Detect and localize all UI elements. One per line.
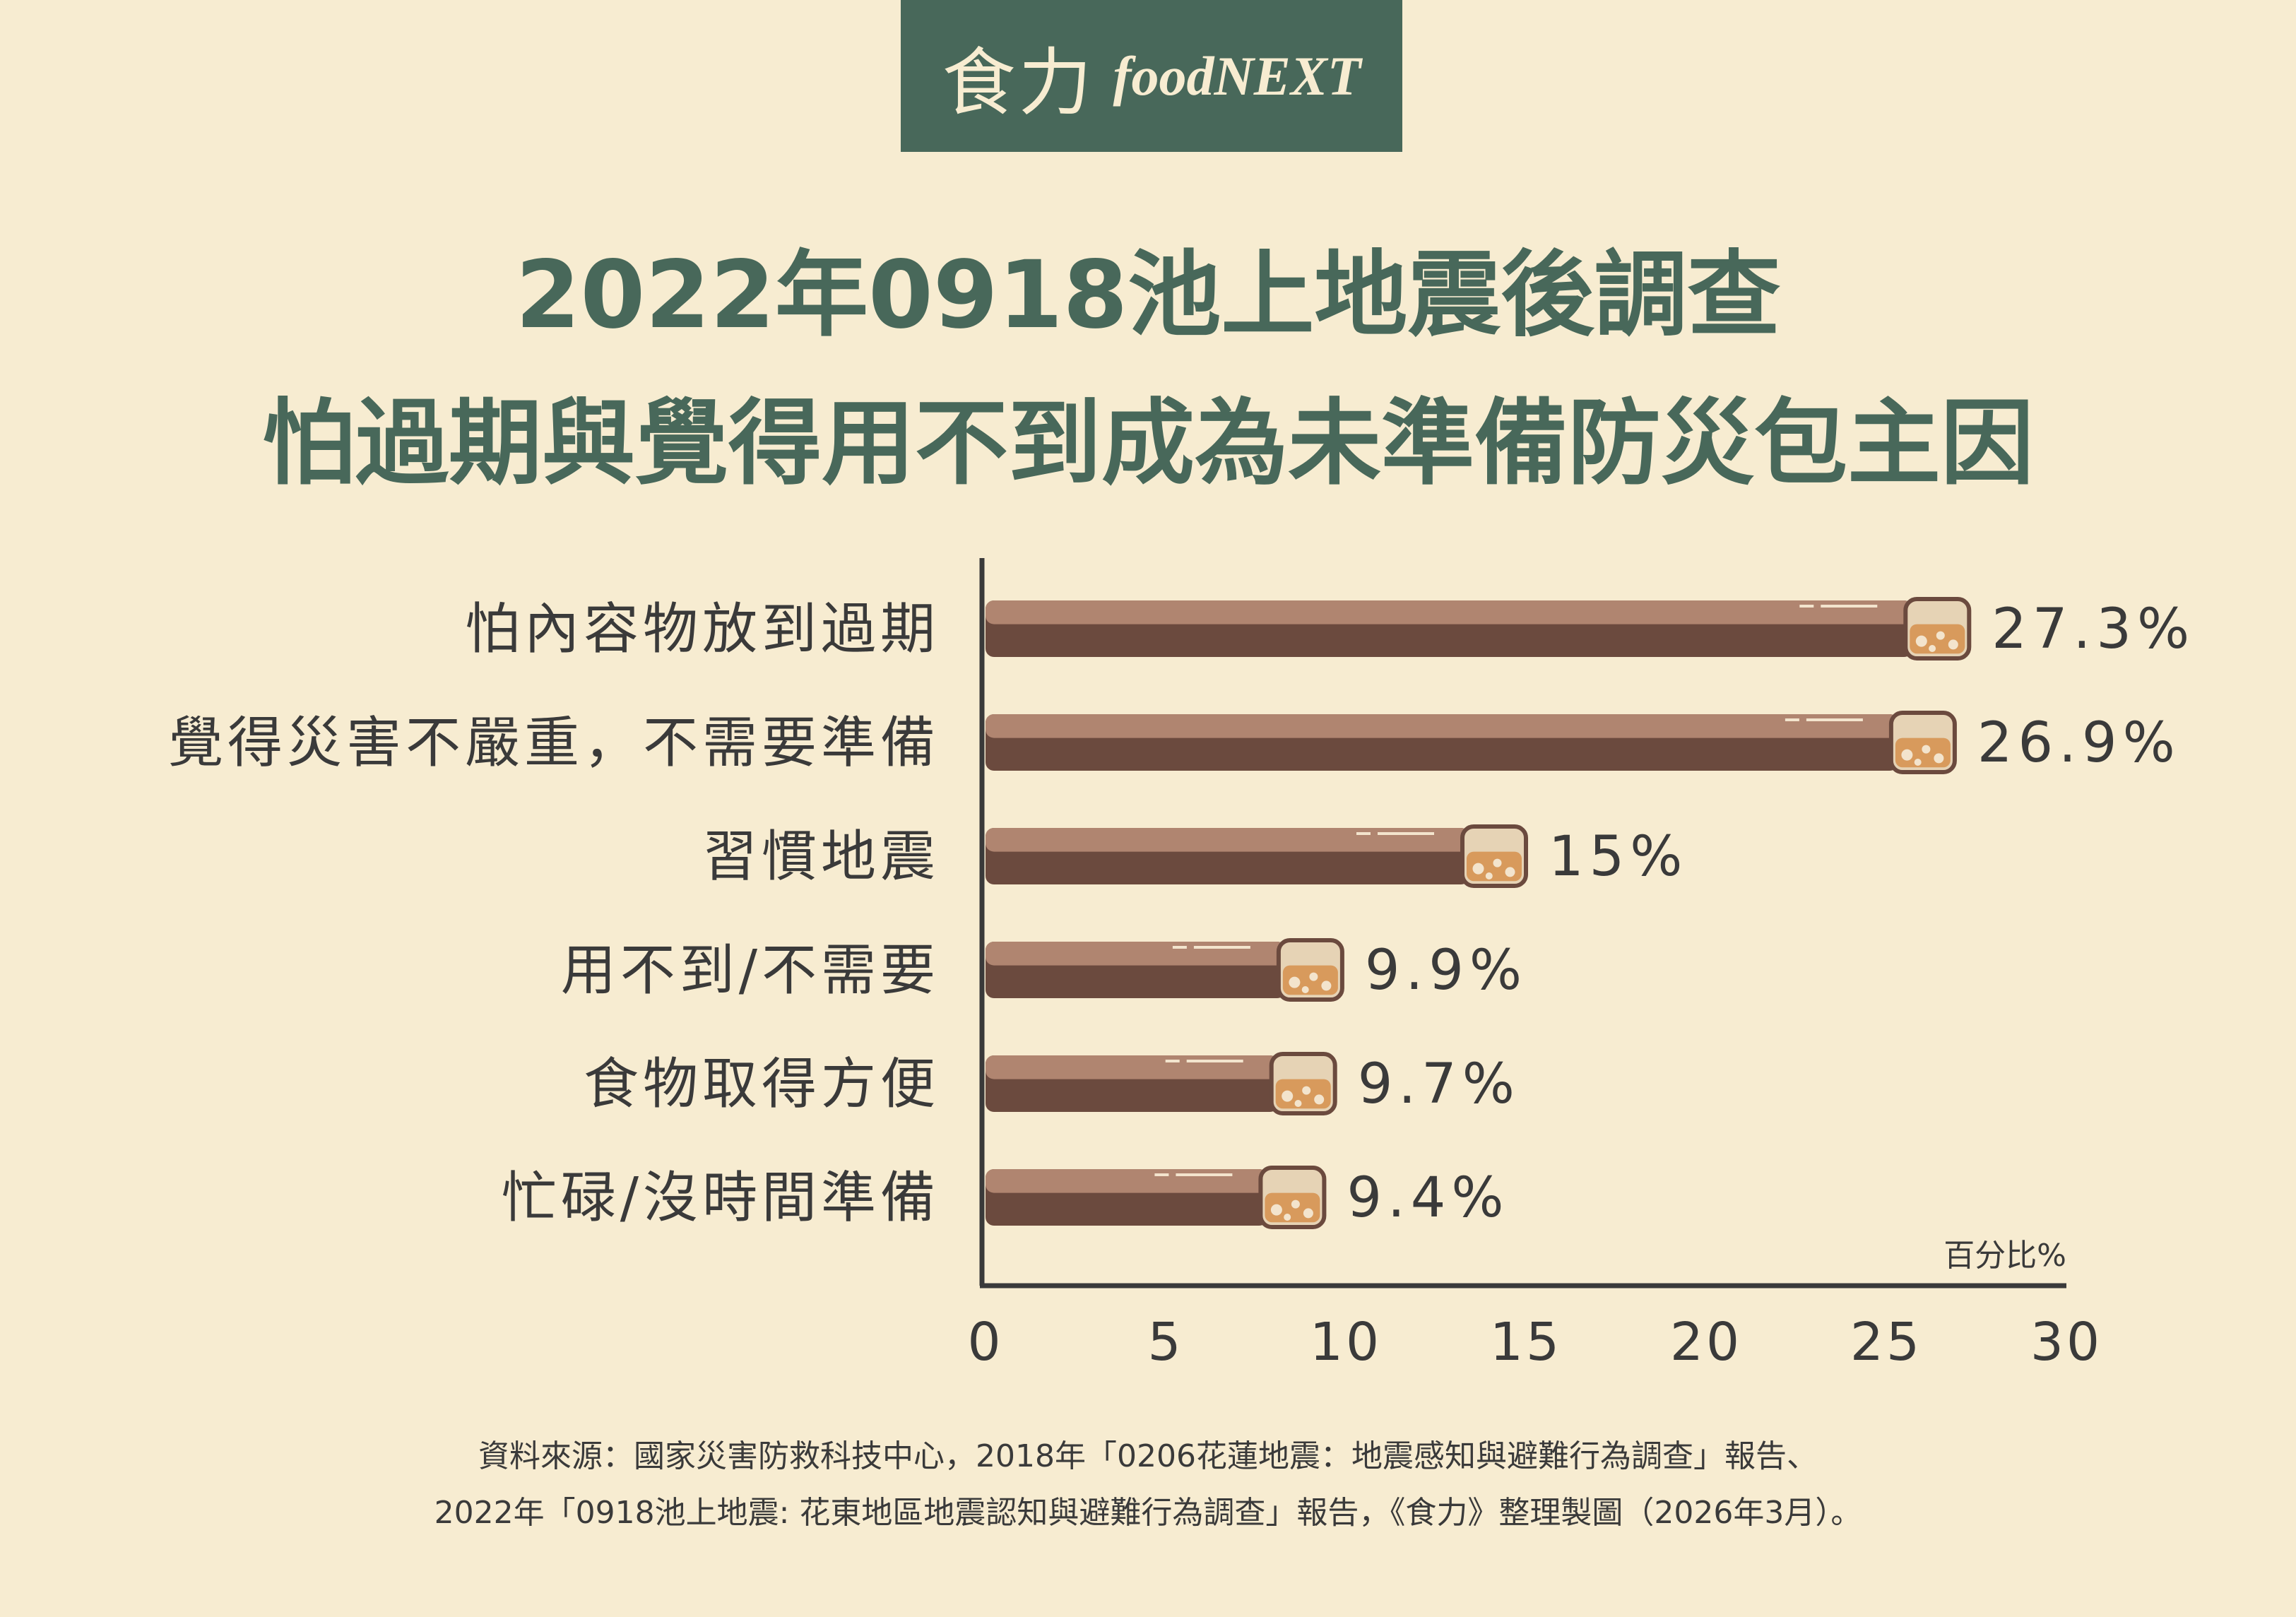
category-label: 忙碌/沒時間準備	[502, 1166, 940, 1230]
x-tick-label: 0	[967, 1312, 1003, 1373]
category-label: 覺得災害不嚴重，不需要準備	[168, 711, 940, 775]
bar-highlight	[986, 828, 1469, 852]
bubble	[1291, 1200, 1300, 1209]
x-tick-label: 15	[1490, 1312, 1562, 1373]
bar-highlight	[986, 1169, 1268, 1193]
bar-chart: 0 5 10 15 20 25 30 百分比% 怕內容物放到過期 27.3% 覺得災害不嚴重，不需要…	[168, 558, 2195, 1373]
bubble	[1284, 1214, 1291, 1221]
bubble	[1934, 753, 1944, 764]
bubble	[1302, 1086, 1311, 1095]
x-tick-label: 25	[1850, 1312, 1922, 1373]
bubble	[1901, 749, 1913, 761]
logo-chinese-text: 食力	[942, 40, 1095, 126]
unit-label: 百分比%	[1943, 1238, 2066, 1274]
bubble	[1922, 745, 1931, 754]
category-label: 用不到/不需要	[561, 939, 940, 1002]
value-label: 9.9%	[1365, 939, 1527, 1002]
x-tick-label: 10	[1310, 1312, 1382, 1373]
x-tick-label: 30	[2030, 1312, 2102, 1373]
bubble	[1301, 986, 1309, 993]
bubble	[1485, 872, 1493, 879]
category-label: 食物取得方便	[584, 1053, 940, 1116]
brand-logo: 食力 foodNEXT	[901, 0, 1402, 152]
bubble	[1282, 1090, 1294, 1102]
bubble	[1321, 981, 1332, 991]
value-label: 9.7%	[1358, 1053, 1520, 1116]
bubble	[1309, 972, 1318, 981]
bubble	[1294, 1100, 1302, 1107]
bubble	[1289, 976, 1301, 988]
source-line-1: 資料來源：國家災害防救科技中心，2018年「0206花蓮地震：地震感知與避難行為…	[478, 1438, 1818, 1474]
bubble	[1472, 863, 1484, 875]
bubble	[1936, 631, 1945, 640]
value-label: 15%	[1549, 825, 1688, 889]
bubble	[1314, 1094, 1325, 1105]
chart-title-line1: 2022年0918池上地震後調查	[515, 241, 1781, 350]
category-label: 習慣地震	[702, 825, 940, 889]
bubble	[1493, 858, 1502, 867]
category-label: 怕內容物放到過期	[465, 598, 940, 661]
bar-highlight	[986, 1055, 1279, 1079]
value-label: 9.4%	[1347, 1166, 1509, 1230]
bubble	[1929, 645, 1936, 652]
bar-highlight	[986, 600, 1913, 624]
x-tick-label: 20	[1670, 1312, 1742, 1373]
bar-highlight	[986, 714, 1898, 738]
bubble	[1948, 639, 1958, 650]
x-tick-label: 5	[1147, 1312, 1183, 1373]
bubble	[1915, 635, 1927, 647]
value-label: 26.9%	[1977, 711, 2181, 775]
bubble	[1914, 759, 1922, 766]
bar-highlight	[986, 942, 1286, 966]
bubble	[1270, 1204, 1282, 1216]
value-label: 27.3%	[1992, 598, 2195, 661]
bubble	[1505, 867, 1515, 877]
chart-title-line2: 怕過期與覺得用不到成為未準備防災包主因	[262, 389, 2034, 498]
source-line-2: 2022年「0918池上地震: 花東地區地震認知與避難行為調查」報告，《食力》整…	[434, 1495, 1862, 1531]
bubble	[1303, 1208, 1313, 1219]
logo-english-text: foodNEXT	[1113, 45, 1361, 107]
